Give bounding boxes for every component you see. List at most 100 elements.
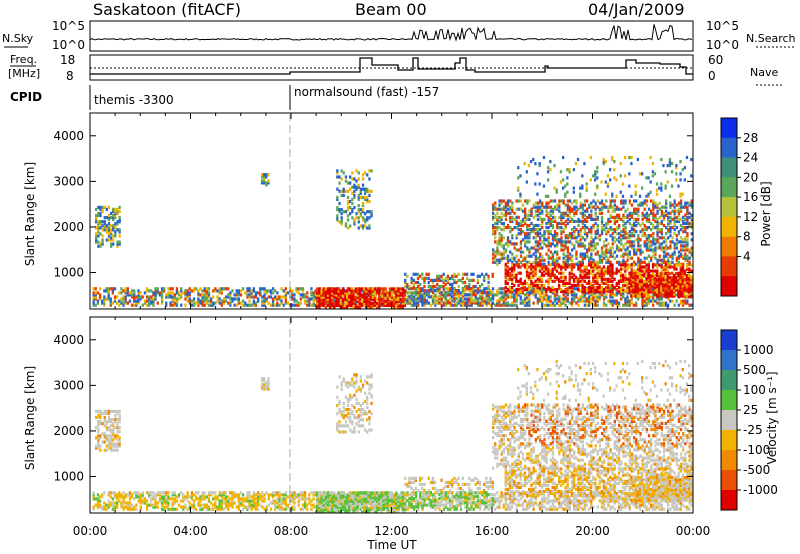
- heatmap-cell: [682, 230, 685, 234]
- heatmap-cell: [502, 301, 505, 305]
- heatmap-cell: [679, 203, 683, 207]
- heatmap-cell: [99, 244, 102, 248]
- heatmap-cell: [637, 213, 640, 217]
- heatmap-cell: [487, 295, 490, 299]
- heatmap-cell: [532, 203, 535, 207]
- heatmap-cell: [539, 244, 542, 248]
- heatmap-cell: [590, 209, 593, 213]
- heatmap-cell: [672, 292, 676, 296]
- heatmap-cell: [158, 493, 161, 497]
- heatmap-cell: [363, 299, 366, 303]
- heatmap-cell: [105, 287, 108, 291]
- heatmap-cell: [549, 299, 552, 303]
- heatmap-cell: [677, 203, 681, 207]
- heatmap-cell: [560, 242, 563, 246]
- heatmap-cell: [336, 171, 339, 175]
- heatmap-cell: [498, 291, 501, 295]
- heatmap-cell: [615, 301, 618, 305]
- heatmap-cell: [590, 269, 593, 273]
- heatmap-cell: [605, 260, 608, 264]
- heatmap-cell: [581, 287, 584, 292]
- heatmap-cell: [515, 226, 518, 230]
- heatmap-cell: [660, 258, 663, 262]
- heatmap-cell: [671, 271, 674, 275]
- heatmap-cell: [652, 250, 655, 254]
- heatmap-cell: [348, 295, 351, 299]
- heatmap-cell: [624, 236, 627, 240]
- heatmap-cell: [312, 297, 315, 301]
- heatmap-cell: [613, 277, 616, 281]
- heatmap-cell: [683, 274, 686, 278]
- heatmap-cell: [607, 279, 610, 283]
- heatmap-cell: [530, 289, 533, 293]
- heatmap-cell: [632, 294, 635, 298]
- heatmap-cell: [380, 297, 383, 301]
- heatmap-cell: [498, 238, 501, 242]
- heatmap-cell: [513, 217, 516, 221]
- heatmap-cell: [658, 290, 661, 294]
- heatmap-cell: [343, 305, 347, 309]
- heatmap-cell: [192, 505, 196, 509]
- heatmap-cell: [681, 282, 684, 286]
- heatmap-cell: [353, 189, 356, 193]
- heatmap-cell: [634, 288, 637, 292]
- heatmap-cell: [173, 499, 176, 503]
- heatmap-cell: [670, 170, 674, 174]
- heatmap-cell: [632, 276, 635, 280]
- heatmap-cell: [547, 260, 550, 264]
- heatmap-cell: [530, 283, 533, 287]
- heatmap-cell: [274, 295, 277, 299]
- heatmap-cell: [662, 211, 666, 215]
- heatmap-cell: [558, 283, 561, 287]
- heatmap-cell: [645, 228, 649, 232]
- heatmap-cell: [436, 276, 439, 280]
- heatmap-cell: [421, 287, 424, 291]
- heatmap-cell: [107, 234, 111, 238]
- heatmap-cell: [511, 234, 514, 238]
- heatmap-cell: [547, 244, 550, 248]
- heatmap-cell: [590, 293, 593, 297]
- heatmap-cell: [669, 205, 672, 209]
- heatmap-cell: [145, 287, 149, 291]
- heatmap-cell: [649, 190, 652, 194]
- heatmap-cell: [492, 211, 495, 215]
- heatmap-cell: [651, 170, 654, 174]
- heatmap-cell: [421, 289, 424, 293]
- heatmap-cell: [647, 294, 650, 298]
- heatmap-cell: [95, 234, 98, 238]
- heatmap-cell: [496, 291, 499, 295]
- heatmap-cell: [333, 299, 337, 303]
- heatmap-cell: [532, 226, 535, 230]
- heatmap-cell: [613, 230, 616, 234]
- heatmap-cell: [590, 201, 593, 205]
- heatmap-cell: [160, 289, 164, 293]
- heatmap-cell: [282, 289, 285, 293]
- heatmap-cell: [651, 174, 654, 178]
- heatmap-cell: [650, 240, 653, 244]
- heatmap-cell: [556, 226, 559, 230]
- heatmap-cell: [382, 303, 385, 307]
- heatmap-cell: [628, 172, 631, 176]
- heatmap-cell: [237, 293, 240, 297]
- heatmap-cell: [177, 297, 181, 301]
- heatmap-cell: [634, 192, 637, 196]
- heatmap-cell: [410, 299, 413, 303]
- heatmap-cell: [553, 234, 557, 238]
- heatmap-cell: [145, 503, 149, 507]
- heatmap-cell: [440, 276, 443, 280]
- heatmap-cell: [643, 256, 646, 260]
- heatmap-cell: [425, 272, 428, 276]
- heatmap-cell: [167, 295, 170, 299]
- heatmap-cell: [496, 221, 499, 226]
- heatmap-cell: [468, 285, 471, 289]
- heatmap-cell: [449, 289, 452, 293]
- heatmap-cell: [361, 303, 364, 307]
- heatmap-cell: [199, 507, 202, 511]
- heatmap-cell: [112, 218, 115, 222]
- heatmap-cell: [679, 201, 683, 205]
- heatmap-cell: [252, 299, 255, 303]
- heatmap-cell: [195, 491, 198, 495]
- heatmap-cell: [320, 291, 323, 295]
- heatmap-cell: [660, 303, 663, 307]
- heatmap-cell: [686, 289, 689, 294]
